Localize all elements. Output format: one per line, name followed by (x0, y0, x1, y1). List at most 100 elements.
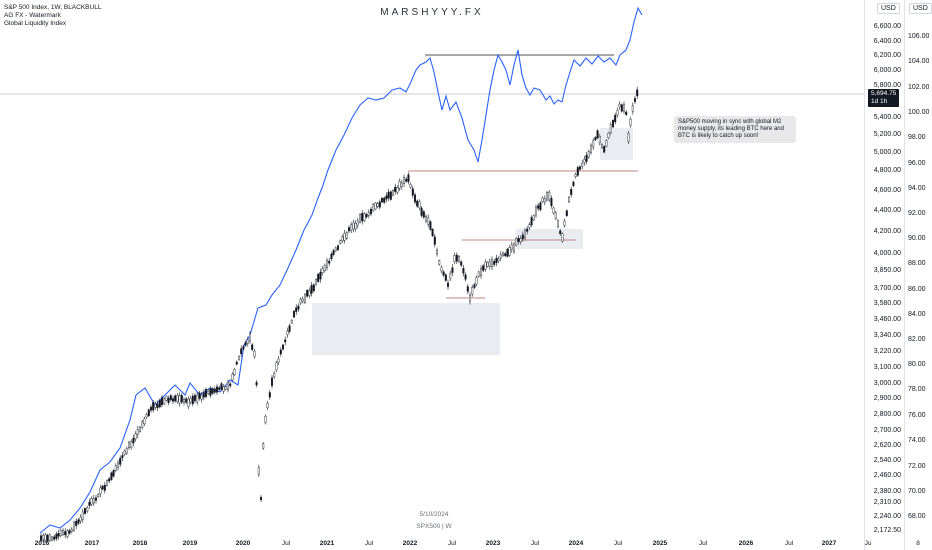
liquidity-tick-label: 82.00 (908, 336, 926, 343)
candle-body (636, 89, 639, 97)
liquidity-tick-label: 74.00 (908, 437, 926, 444)
time-tick-label: 2025 (652, 540, 668, 547)
price-tick-label: 3,220.00 (873, 348, 901, 355)
candle-body (218, 387, 221, 390)
price-tick-label: 2,172.50 (873, 527, 901, 534)
price-axis-spx[interactable]: USD 6,600.00 6,400.00 6,200.00 6,000.00 5,80… (864, 0, 905, 550)
price-axis-liquidity[interactable]: USD 106.00 104.00 102.00 100.00 98.00 96.00 94… (904, 0, 932, 550)
candle-body (295, 307, 298, 312)
candle-body (451, 267, 454, 273)
price-tick-label: 3,000.00 (873, 380, 901, 387)
candle-body (90, 498, 93, 505)
candle-body (51, 536, 54, 541)
liquidity-tick-label: 76.00 (908, 412, 926, 419)
candle-body (242, 346, 245, 350)
watermark-date: 5/10/2024 (419, 511, 449, 518)
candle-body (277, 358, 280, 363)
candle-body (57, 533, 60, 537)
price-tick-label: 6,200.00 (873, 52, 901, 59)
candle-body (209, 388, 212, 396)
currency-badge-right[interactable]: USD (909, 3, 932, 14)
candle-body (605, 140, 608, 147)
candle-body (66, 530, 69, 537)
candle-body (92, 498, 95, 504)
time-tick-label: Jul (530, 540, 540, 547)
candle-body (97, 494, 100, 497)
candle-body (418, 201, 421, 209)
candle-body (152, 402, 155, 411)
candle-body (189, 398, 192, 403)
candle-body (596, 130, 599, 139)
candle-body (321, 268, 324, 274)
candle-body (266, 403, 269, 409)
candle-body (594, 137, 597, 141)
time-tick-label: Jul (698, 540, 708, 547)
candle-body (453, 255, 456, 262)
candle-body (563, 220, 566, 226)
candle-body (79, 517, 82, 522)
legend-indicator-liquidity[interactable]: Global Liquidity Index (4, 20, 67, 27)
legend-symbol[interactable]: S&P 500 Index, 1W, BLACKBULL (4, 4, 102, 11)
price-tick-label: 5,200.00 (873, 131, 901, 138)
chart-area[interactable]: S&P 500 Index, 1W, BLACKBULL AG FX - Wat… (0, 0, 864, 550)
candle-body (138, 426, 141, 432)
candle-body (526, 228, 529, 232)
candle-body (253, 350, 256, 358)
price-tick-label: 4,800.00 (873, 167, 901, 174)
price-tick-label: 6,600.00 (873, 23, 901, 30)
candle-body (44, 534, 47, 541)
candle-body (323, 265, 326, 271)
currency-badge-left[interactable]: USD (877, 3, 900, 14)
price-tick-label: 2,620.00 (873, 442, 901, 449)
candle-body (535, 207, 538, 216)
candle-body (420, 207, 423, 216)
candle-body (614, 114, 617, 123)
candle-body (339, 240, 342, 244)
candle-body (603, 146, 606, 153)
candle-body (40, 535, 43, 541)
liquidity-tick-label: 94.00 (908, 185, 926, 192)
time-tick-label: 2017 (84, 540, 100, 547)
candle-body (429, 221, 432, 230)
candle-body (75, 520, 78, 526)
candle-body (273, 372, 276, 378)
time-tick-label: Ju (864, 540, 872, 547)
candle-body (484, 261, 487, 270)
candle-body (587, 151, 590, 158)
candle-body (77, 519, 80, 524)
candle-body (625, 111, 628, 115)
candle-body (185, 398, 188, 403)
time-tick-label: 2019 (182, 540, 198, 547)
price-tick-label: 6,400.00 (873, 38, 901, 45)
price-tick-label: 2,240.00 (873, 513, 901, 520)
candle-body (226, 382, 229, 390)
price-tick-label: 2,900.00 (873, 395, 901, 402)
candle-body (537, 205, 540, 209)
candle-body (260, 497, 263, 501)
candle-body (103, 485, 106, 491)
candle-body (264, 415, 267, 423)
candle-body (158, 399, 161, 408)
candle-body (376, 203, 379, 207)
candle-body (62, 529, 65, 535)
candle-body (568, 196, 571, 203)
candle-body (99, 487, 102, 495)
candle-body (70, 528, 73, 532)
candle-body (354, 223, 357, 229)
candle-body (394, 186, 397, 192)
price-tick-label: 2,700.00 (873, 427, 901, 434)
price-tick-label: 4,000.00 (873, 250, 901, 257)
candle-body (464, 274, 467, 280)
candle-body (187, 398, 190, 407)
price-chart[interactable] (0, 0, 864, 550)
candle-body (308, 290, 311, 296)
candle-body (455, 254, 458, 262)
candle-body (539, 202, 542, 210)
candle-body (367, 212, 370, 216)
candle-body (330, 253, 333, 260)
candle-body (383, 197, 386, 203)
annotation-callout[interactable]: S&P500 moving in sync with global M2 mon… (674, 116, 796, 143)
candle-body (365, 214, 368, 218)
bar-countdown: 1d 1h (871, 98, 888, 105)
legend-indicator-watermark[interactable]: AG FX - Watermark (4, 12, 61, 19)
